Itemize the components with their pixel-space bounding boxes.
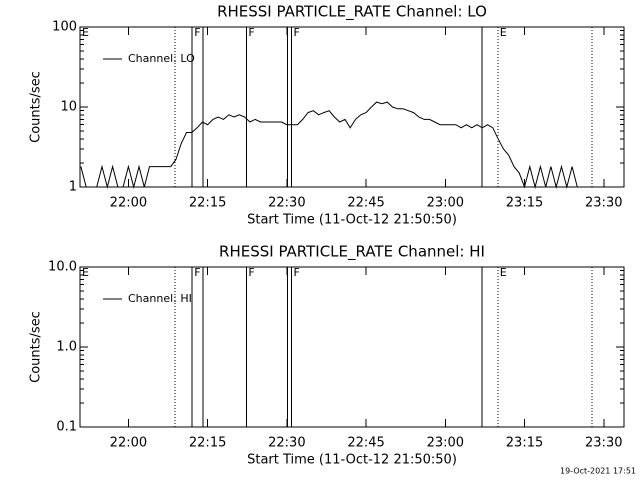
y-tick-label: 10.0 — [48, 260, 77, 275]
data-line — [80, 101, 578, 189]
y-tick-label: 0.1 — [56, 420, 77, 435]
y-tick-label: 1.0 — [56, 340, 77, 355]
event-label: F — [293, 26, 299, 39]
y-tick-label: 100 — [52, 20, 77, 35]
event-label: F — [248, 26, 254, 39]
event-label: F — [248, 266, 254, 279]
x-tick-label: 22:15 — [189, 436, 226, 451]
y-axis-label: Counts/sec — [29, 71, 44, 143]
y-tick-label: 10 — [60, 100, 77, 115]
event-label: F — [194, 26, 200, 39]
x-tick-label: 22:00 — [110, 196, 147, 211]
x-tick-label: 23:15 — [506, 436, 543, 451]
x-axis-label: Start Time (11-Oct-12 21:50:50) — [247, 213, 457, 228]
x-tick-label: 23:00 — [427, 196, 464, 211]
x-tick-label: 22:45 — [347, 196, 384, 211]
x-tick-label: 22:30 — [268, 436, 305, 451]
x-tick-label: 22:30 — [268, 196, 305, 211]
x-tick-label: 23:30 — [585, 196, 622, 211]
x-tick-label: 22:15 — [189, 196, 226, 211]
event-label: F — [194, 266, 200, 279]
legend-label: Channel: LO — [128, 52, 195, 65]
event-label: E — [82, 266, 89, 279]
event-label: E — [500, 26, 507, 39]
x-tick-label: 23:00 — [427, 436, 464, 451]
x-axis-label: Start Time (11-Oct-12 21:50:50) — [247, 453, 457, 468]
plot-frame — [79, 266, 625, 428]
y-tick-label: 1 — [69, 180, 77, 195]
x-tick-label: 23:30 — [585, 436, 622, 451]
chart-title: RHESSI PARTICLE_RATE Channel: HI — [219, 243, 485, 262]
x-tick-label: 23:15 — [506, 196, 543, 211]
event-label: E — [82, 26, 89, 39]
event-label: F — [293, 266, 299, 279]
chart-title: RHESSI PARTICLE_RATE Channel: LO — [217, 3, 487, 22]
legend-label: Channel: HI — [128, 292, 192, 305]
footer: 19-Oct-2021 17:51 — [560, 467, 636, 476]
x-tick-label: 22:45 — [347, 436, 384, 451]
plot-frame — [79, 26, 625, 188]
event-label: E — [500, 266, 507, 279]
y-axis-label: Counts/sec — [29, 311, 44, 383]
x-tick-label: 22:00 — [110, 436, 147, 451]
